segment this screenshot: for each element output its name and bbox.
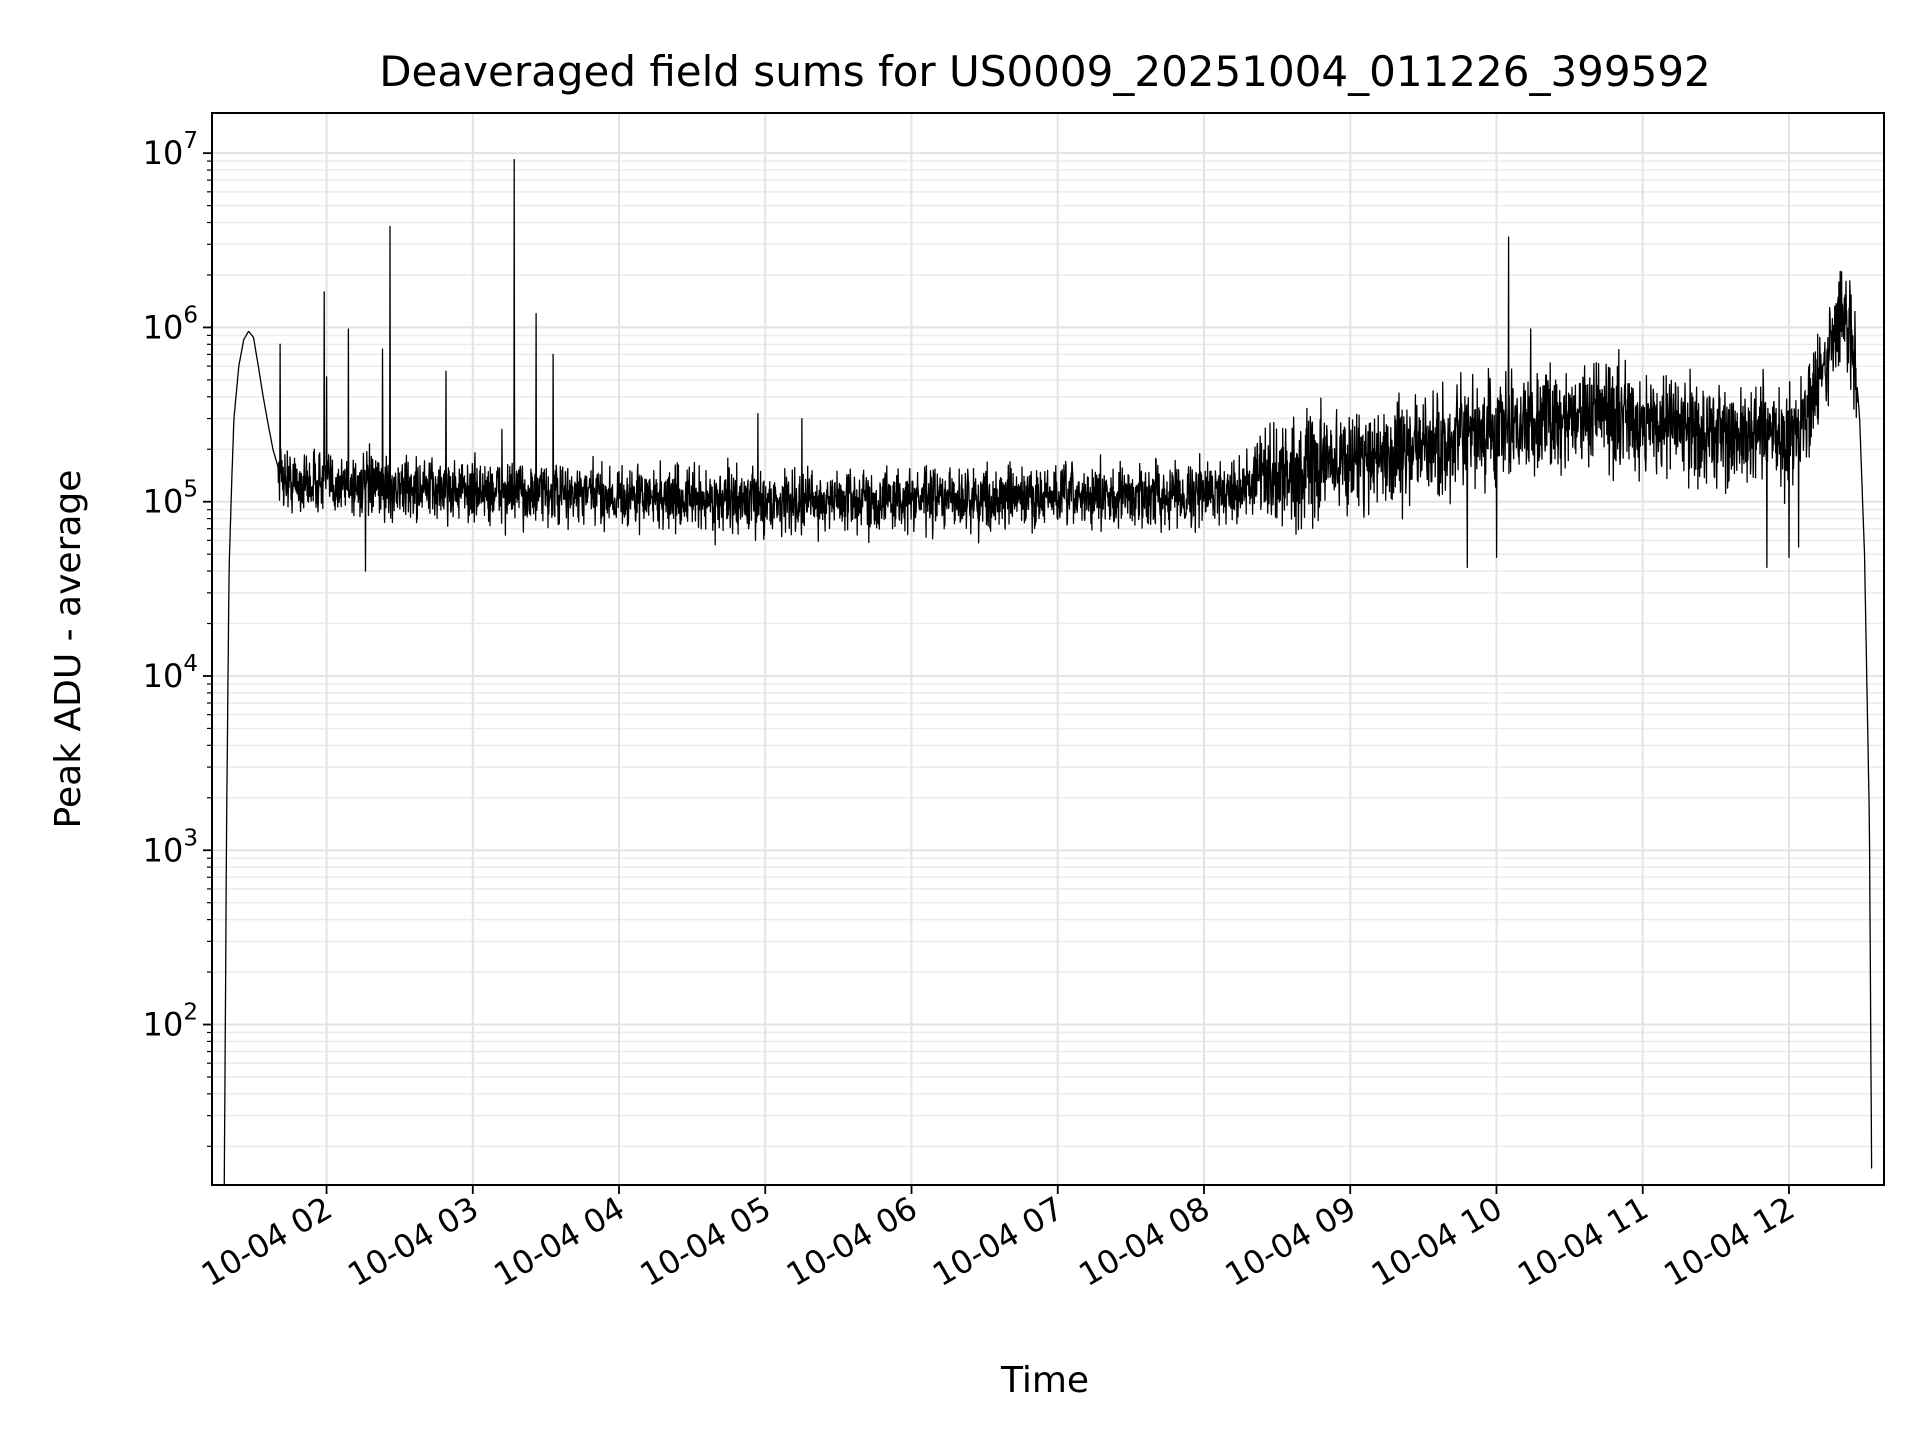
x-tick-label: 10-04 06 [780,1189,924,1294]
series-line-0 [223,158,1873,1185]
y-tick-label-base: 10 [143,134,184,172]
y-tick-label-exp: 5 [183,477,198,503]
plot-frame [211,112,1885,1186]
y-tick-label-exp: 6 [183,302,198,328]
y-tick-label-exp: 3 [183,825,198,851]
y-tick-label-base: 10 [143,308,184,346]
x-tick-label: 10-04 02 [195,1189,339,1294]
y-tick-label: 104 [143,651,198,695]
y-tick-label-base: 10 [143,657,184,695]
x-tick-label: 10-04 03 [341,1189,485,1294]
y-tick-label: 105 [143,477,198,521]
y-tick-label-base: 10 [143,831,184,869]
y-tick-label: 107 [143,128,198,172]
x-tick-label: 10-04 05 [634,1189,778,1294]
x-tick-label: 10-04 04 [487,1189,631,1294]
x-tick-label: 10-04 10 [1365,1189,1509,1294]
y-tick-label-base: 10 [143,483,184,521]
x-tick-label: 10-04 11 [1511,1189,1655,1294]
x-axis: 10-04 02 10-04 03 10-04 04 10-04 05 10-04 06… [195,1185,1801,1294]
y-axis-label: Peak ADU - average [48,470,89,829]
y-tick-label-exp: 7 [183,128,198,154]
x-tick-label: 10-04 09 [1219,1189,1363,1294]
y-tick-label: 106 [143,302,198,346]
x-tick-label: 10-04 07 [926,1189,1070,1294]
series-layer [223,158,1873,1185]
y-tick-label-exp: 4 [183,651,198,677]
y-tick-label-exp: 2 [183,1000,198,1026]
y-tick-label: 103 [143,825,198,869]
x-tick-label: 10-04 12 [1657,1189,1801,1294]
x-tick-label: 10-04 08 [1072,1189,1216,1294]
y-tick-label-base: 10 [143,1006,184,1044]
y-tick-label: 102 [143,1000,198,1044]
x-axis-label: Time [1000,1360,1089,1401]
grid [212,113,1884,1185]
chart-title: Deaveraged field sums for US0009_2025100… [379,47,1711,96]
